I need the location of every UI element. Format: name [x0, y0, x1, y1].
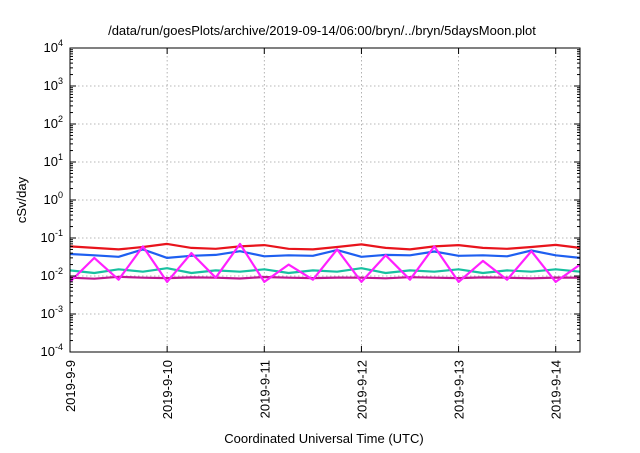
y-tick-label: 101 [44, 152, 63, 169]
y-tick-label: 10-2 [41, 266, 63, 283]
x-tick-label: 2019-9-10 [160, 360, 175, 419]
x-axis-label: Coordinated Universal Time (UTC) [224, 431, 423, 446]
y-tick-label: 104 [44, 38, 63, 55]
x-tick-label: 2019-9-11 [257, 360, 272, 418]
x-tick-label: 2019-9-13 [452, 360, 467, 419]
x-tick-label: 2019-9-9 [63, 360, 78, 412]
series-line-3 [69, 267, 581, 275]
y-tick-label: 102 [44, 114, 63, 131]
axis-ticks: 10-4 10-3 10-2 10-1 100 101 102 103 104 2019-9-9 2… [41, 38, 580, 419]
y-axis-label: cSv/day [14, 176, 29, 223]
x-tick-label: 2019-9-12 [354, 360, 369, 419]
series-line-5 [69, 242, 581, 283]
x-tick-label: 2019-9-14 [549, 360, 564, 419]
y-tick-label: 10-3 [41, 304, 63, 321]
series-line-4 [69, 275, 581, 280]
y-tick-label: 103 [44, 76, 63, 93]
series-line-1 [69, 242, 581, 251]
y-tick-label: 10-1 [41, 228, 63, 245]
grid-lines [70, 48, 580, 352]
series-layer [69, 242, 581, 283]
chart-title: /data/run/goesPlots/archive/2019-09-14/0… [108, 23, 536, 38]
y-tick-label: 10-4 [41, 342, 63, 359]
y-tick-label: 100 [44, 190, 63, 207]
series-line-2 [69, 248, 581, 259]
